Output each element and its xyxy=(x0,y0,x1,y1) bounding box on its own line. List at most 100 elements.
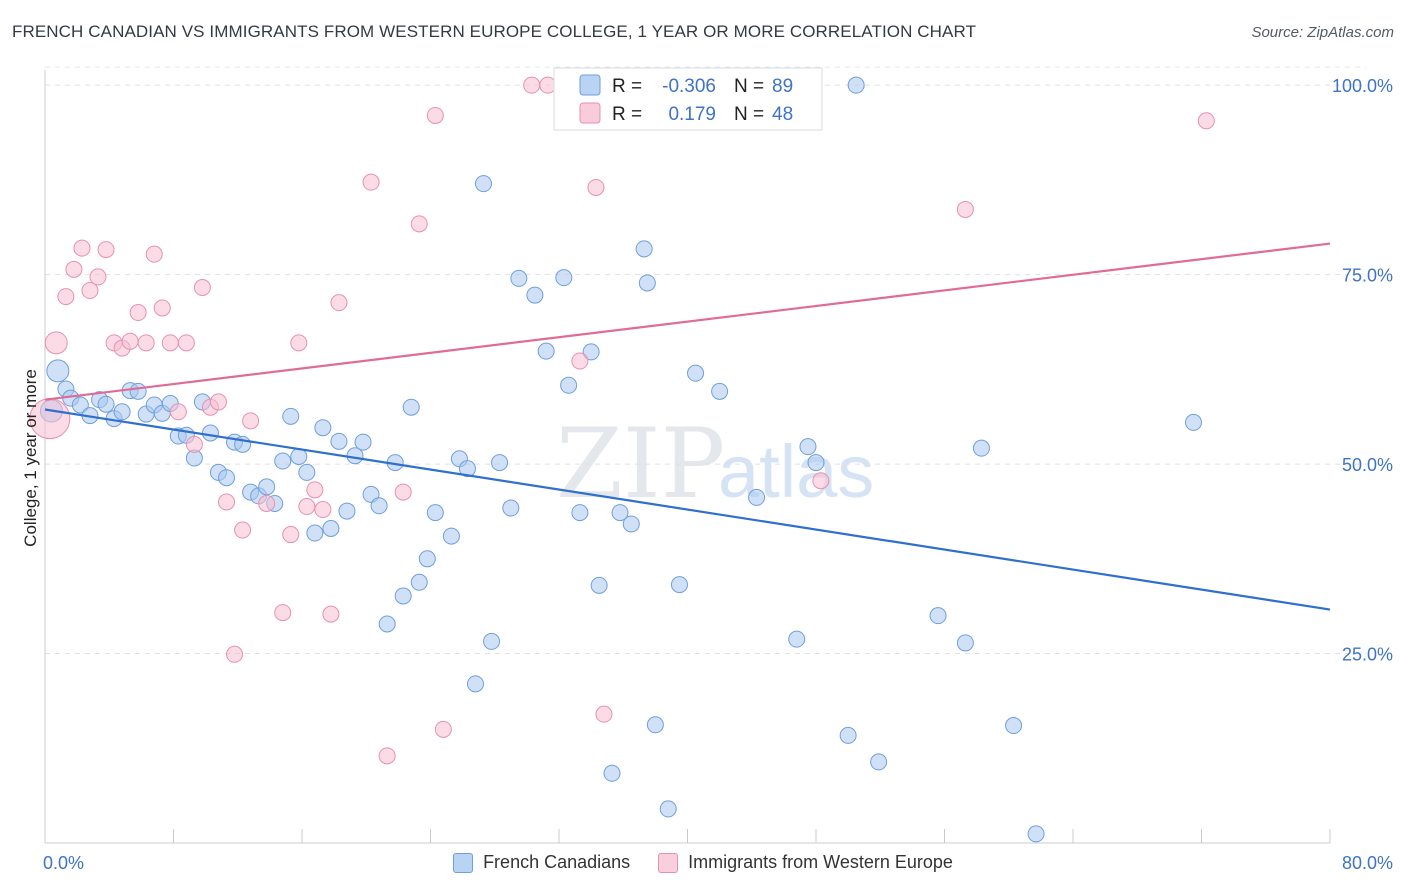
point-fc-69 xyxy=(646,716,664,734)
source-credit: Source: ZipAtlas.com xyxy=(1251,24,1394,41)
point-iwe-10 xyxy=(121,332,139,350)
point-iwe-16 xyxy=(169,403,187,421)
legend-item-immigrants-western-europe: Immigrants from Western Europe xyxy=(658,852,953,873)
gridlines xyxy=(45,66,1366,655)
point-fc-75 xyxy=(748,488,766,506)
stats-n-label-1: N = xyxy=(734,104,764,125)
point-fc-57 xyxy=(526,286,544,304)
legend-label-immigrants-western-europe: Immigrants from Western Europe xyxy=(688,852,953,872)
point-iwe-31 xyxy=(306,481,324,499)
point-fc-34 xyxy=(322,519,340,537)
x-tick-label-max: 80.0% xyxy=(1342,853,1393,873)
point-fc-72 xyxy=(670,576,688,594)
point-fc-80 xyxy=(847,76,865,94)
point-iwe-25 xyxy=(242,412,260,430)
point-fc-47 xyxy=(426,504,444,522)
point-iwe-42 xyxy=(539,76,557,94)
point-iwe-19 xyxy=(193,279,211,297)
axes xyxy=(44,70,1331,844)
point-iwe-5 xyxy=(81,282,99,300)
point-fc-46 xyxy=(418,550,436,568)
point-iwe-4 xyxy=(73,239,91,257)
point-fc-59 xyxy=(555,269,573,287)
point-iwe-1 xyxy=(44,331,68,355)
point-fc-38 xyxy=(354,433,372,451)
stats-swatch-0 xyxy=(579,74,601,96)
point-iwe-22 xyxy=(218,493,236,511)
point-fc-79 xyxy=(839,726,857,744)
point-fc-31 xyxy=(298,463,316,481)
stats-r-label-0: R = xyxy=(612,76,642,97)
point-iwe-37 xyxy=(394,483,412,501)
point-iwe-32 xyxy=(314,501,332,519)
point-iwe-33 xyxy=(322,605,340,623)
point-fc-33 xyxy=(314,419,332,437)
point-iwe-13 xyxy=(145,245,163,263)
point-fc-36 xyxy=(338,502,356,520)
point-fc-62 xyxy=(582,343,600,361)
point-iwe-48 xyxy=(1197,112,1215,130)
point-fc-51 xyxy=(466,675,484,693)
point-fc-82 xyxy=(929,607,947,625)
point-fc-58 xyxy=(537,342,555,360)
point-fc-21 xyxy=(218,469,236,487)
stats-box: R = -0.306 N = 89 R = 0.179 N = 48 xyxy=(553,67,823,131)
point-iwe-18 xyxy=(185,435,203,453)
point-fc-77 xyxy=(799,438,817,456)
point-iwe-47 xyxy=(956,200,974,218)
point-iwe-3 xyxy=(65,260,83,278)
point-fc-74 xyxy=(711,382,729,400)
trend-line-french-canadians xyxy=(44,408,1331,611)
point-fc-64 xyxy=(603,764,621,782)
point-fc-83 xyxy=(956,634,974,652)
legend-swatch-blue xyxy=(453,852,474,873)
point-fc-26 xyxy=(258,478,276,496)
point-fc-35 xyxy=(330,432,348,450)
stats-n-value-1: 48 xyxy=(772,104,793,125)
point-iwe-26 xyxy=(258,494,276,512)
y-tick-label-1: 50.0% xyxy=(1342,455,1393,475)
tick-labels: 25.0% 50.0% 75.0% 100.0% 0.0% 80.0% xyxy=(43,76,1393,873)
point-iwe-7 xyxy=(97,241,115,259)
point-iwe-36 xyxy=(378,747,396,765)
point-iwe-23 xyxy=(226,645,244,663)
point-iwe-35 xyxy=(362,173,380,191)
point-fc-73 xyxy=(687,364,705,382)
point-iwe-44 xyxy=(587,178,605,196)
point-iwe-41 xyxy=(523,76,541,94)
point-fc-10 xyxy=(129,382,147,400)
point-fc-45 xyxy=(410,573,428,591)
y-tick-label-0: 25.0% xyxy=(1342,645,1393,665)
y-tick-label-3: 100.0% xyxy=(1332,76,1393,96)
point-fc-50 xyxy=(458,460,476,478)
point-fc-29 xyxy=(282,407,300,425)
trend-line-immigrants-western-europe xyxy=(44,242,1331,401)
point-fc-8 xyxy=(113,403,131,421)
point-iwe-46 xyxy=(812,472,830,490)
watermark-atlas: atlas xyxy=(718,430,874,513)
point-iwe-28 xyxy=(282,526,300,544)
stats-n-value-0: 89 xyxy=(772,76,793,97)
point-iwe-6 xyxy=(89,268,107,286)
point-fc-41 xyxy=(378,615,396,633)
series-immigrants-western-europe xyxy=(29,76,1215,765)
point-fc-76 xyxy=(788,630,806,648)
point-iwe-2 xyxy=(57,288,75,306)
point-fc-63 xyxy=(590,576,608,594)
legend-swatch-pink xyxy=(658,852,679,873)
point-fc-61 xyxy=(571,504,589,522)
legend-label-french-canadians: French Canadians xyxy=(483,852,631,872)
stats-r-value-0: -0.306 xyxy=(662,76,716,97)
point-iwe-11 xyxy=(129,304,147,322)
series-french-canadians xyxy=(39,76,1202,843)
point-iwe-39 xyxy=(426,106,444,124)
point-fc-54 xyxy=(491,454,509,472)
point-fc-32 xyxy=(306,524,324,542)
point-iwe-15 xyxy=(161,334,179,352)
point-fc-40 xyxy=(370,497,388,515)
point-iwe-24 xyxy=(234,521,252,539)
point-iwe-17 xyxy=(177,334,195,352)
x-tick-label-min: 0.0% xyxy=(43,853,84,873)
point-iwe-14 xyxy=(153,299,171,317)
